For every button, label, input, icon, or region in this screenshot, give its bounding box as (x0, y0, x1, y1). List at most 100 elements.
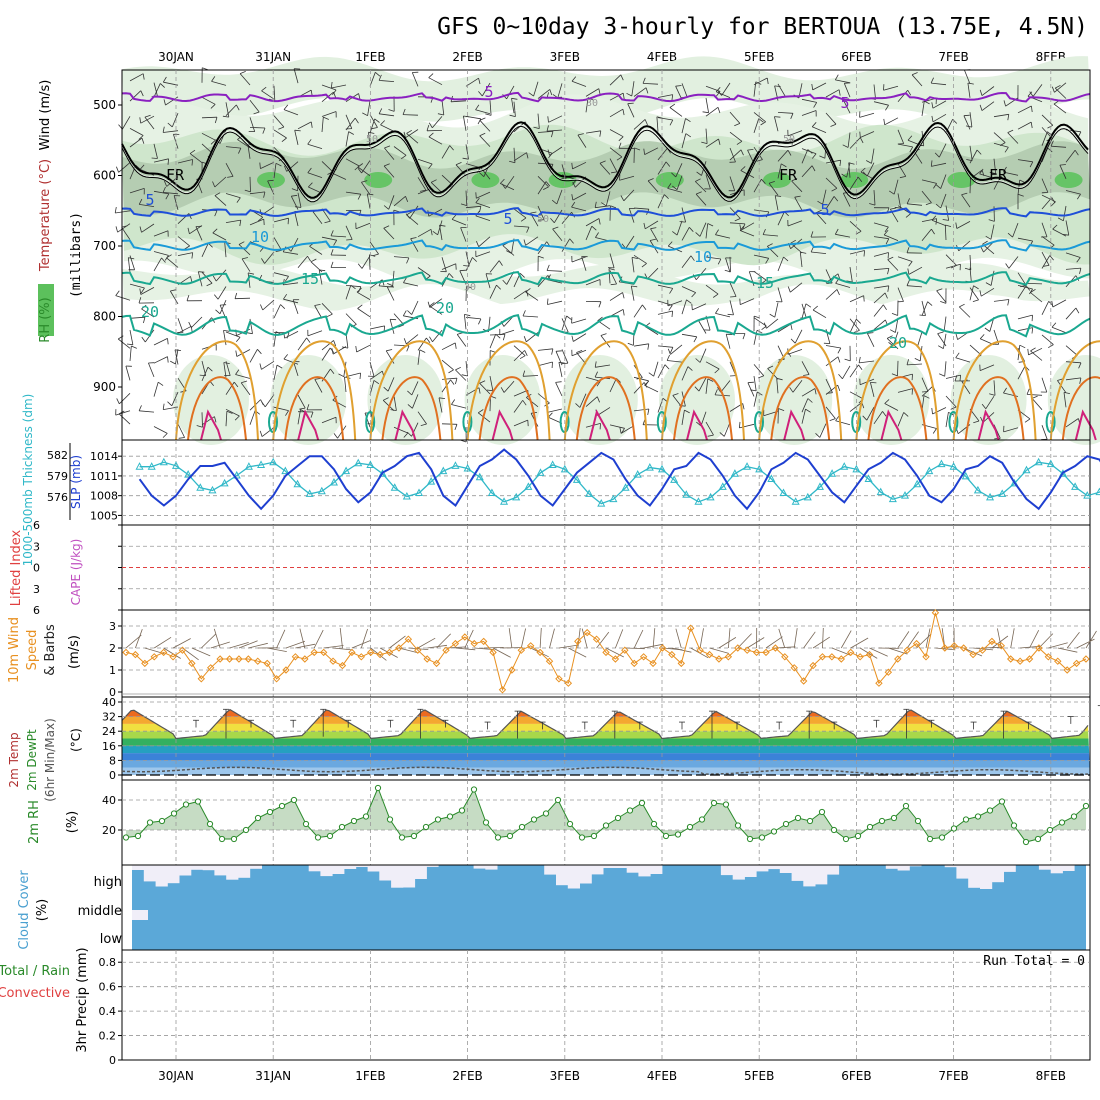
wind-barb (848, 162, 851, 178)
rh2m-point (590, 832, 598, 840)
wind-barb (451, 404, 467, 409)
rh2m-point (122, 834, 130, 841)
rh2m-point (206, 820, 214, 828)
wind-barb-flag (794, 195, 801, 198)
wind10m-barb (793, 628, 798, 649)
wind-barb-flag (774, 116, 781, 118)
wind-barb-flag (576, 350, 583, 353)
wind-barb (907, 139, 923, 147)
wind-barb (273, 217, 289, 223)
li-tick-label: 0 (33, 562, 40, 575)
wind-barb-flag (669, 288, 674, 294)
wind-barb-flag (689, 227, 694, 232)
cloud-high-gap (414, 865, 427, 879)
wind-barb-flag (284, 165, 287, 172)
isotherm-35 (200, 409, 222, 441)
thickness-point (1022, 465, 1031, 474)
rh2m-point (482, 819, 490, 826)
wind-barb (431, 116, 443, 129)
wind-barb (644, 384, 659, 393)
wind-barb (144, 116, 155, 130)
wind10m-point (159, 648, 168, 657)
rh-lobe (270, 355, 347, 445)
wind-barb (873, 304, 884, 317)
wind-barb-flag (597, 316, 603, 322)
wind-barb-flag (942, 219, 949, 221)
wind-barb-flag (1026, 388, 1030, 395)
wind-barb (699, 222, 707, 237)
wind-barb (321, 340, 334, 351)
wind10m-tick-label: 0 (109, 686, 116, 699)
wind-barb (873, 411, 883, 425)
wind10m-barb (935, 647, 956, 651)
wind-barb (932, 100, 947, 109)
wind10m-barb (549, 628, 555, 649)
wind-barb-flag (246, 332, 253, 335)
wind10m-point (1025, 655, 1034, 663)
wind-barb-flag (333, 239, 338, 246)
wind-barb (1054, 82, 1067, 93)
wind-barb (465, 144, 469, 160)
wind-barb (801, 409, 806, 424)
wind-barb (489, 100, 492, 116)
wind-barb-flag (819, 155, 826, 159)
wind-barb (585, 376, 601, 382)
wind-barb (405, 129, 419, 139)
wind-barb (411, 381, 419, 396)
wind-barb-flag (600, 333, 607, 336)
wind-barb-flag (283, 354, 289, 360)
wind-barb (345, 285, 352, 300)
wind-barb (429, 305, 443, 315)
wind-barb-flag (760, 121, 766, 126)
isotherm-35 (783, 409, 806, 441)
wind-barb-flag (239, 71, 246, 74)
li-ylabel: Lifted Index (9, 529, 24, 606)
thickness-point (305, 489, 314, 497)
wind-barb-flag (551, 199, 558, 205)
wind-barb-flag (498, 260, 503, 266)
wind-barb-flag (495, 333, 501, 339)
wind-barb (321, 236, 337, 241)
cloud-high-gap (402, 865, 416, 888)
wind-barb (897, 193, 902, 209)
wind-barb (361, 255, 371, 269)
wind-barb-flag (1078, 362, 1082, 369)
wind-barb-flag (210, 104, 216, 109)
wind-barb (556, 189, 563, 205)
wind-barb (171, 391, 179, 406)
wind-barb (906, 285, 923, 288)
wind-barb-flag (939, 373, 945, 377)
wind-barb (1065, 418, 1079, 428)
wind-barb-flag (838, 374, 843, 380)
cloud-high-gap (391, 865, 404, 888)
wind-barb (572, 161, 587, 170)
cloud-high-gap (544, 865, 557, 875)
thickness-point (475, 472, 484, 481)
wind10m-barb (427, 644, 448, 649)
wind-barb (884, 117, 899, 126)
wind-barb (297, 121, 312, 130)
wind10m-barb (581, 628, 588, 649)
contour-label: 5 (840, 94, 849, 112)
wind-barb-flag (791, 178, 798, 182)
wind-barb-flag (905, 213, 911, 218)
wind10m-point (423, 655, 431, 663)
wind-barb-flag (426, 337, 431, 344)
wind-barb (981, 86, 995, 96)
rh2m-point (986, 807, 994, 814)
wind-barb (129, 165, 137, 180)
wind-barb (475, 251, 491, 258)
wind-barb-flag (1017, 193, 1024, 197)
wind-barb (410, 238, 419, 252)
cloud-high-gap (132, 865, 145, 870)
thickness-point (767, 474, 776, 482)
wind10m-point (1044, 653, 1053, 661)
wind-barb-flag (141, 137, 145, 144)
pressure-tick-label: 500 (93, 98, 116, 112)
wind-barb-flag (979, 290, 982, 297)
wind-barb-flag (267, 179, 274, 182)
wind-barb-flag (1029, 288, 1033, 295)
cloud-high-gap (1062, 865, 1075, 871)
